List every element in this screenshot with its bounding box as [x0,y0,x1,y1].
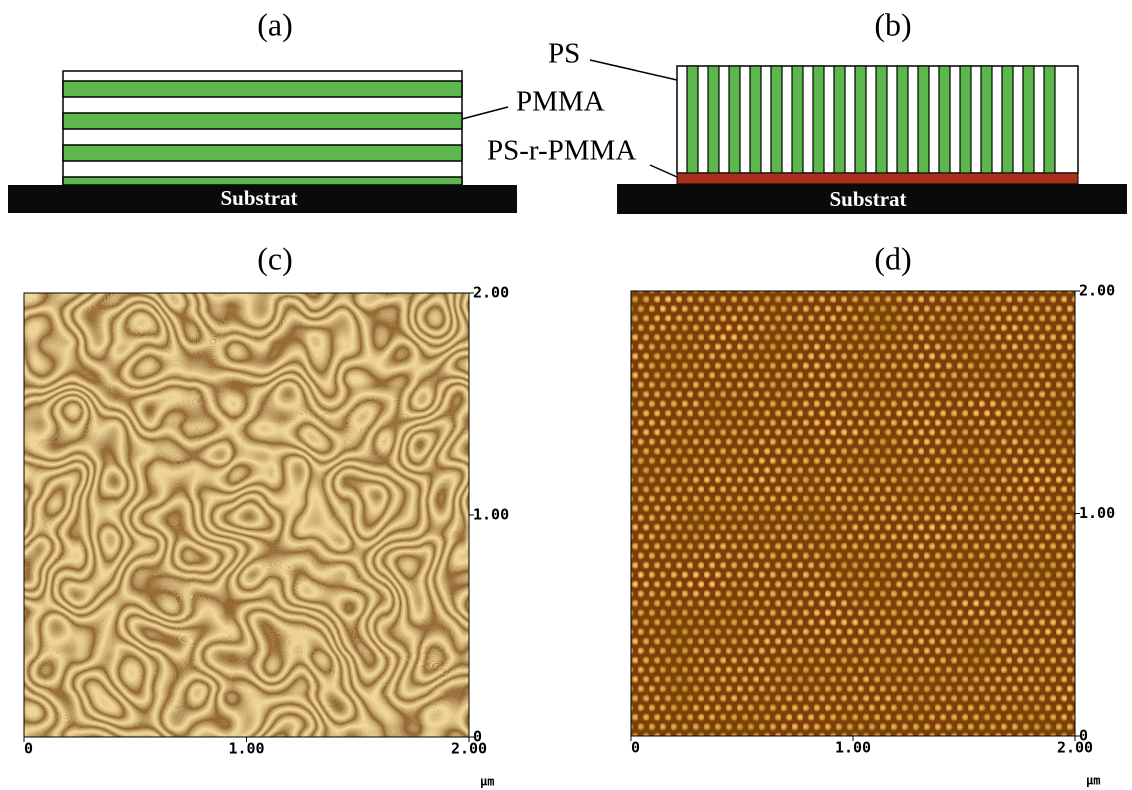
cylinder [728,65,741,174]
y-tick-label: 1.00 [1079,504,1115,522]
afm-noise [631,291,1075,736]
brush-layer [676,172,1079,185]
substrate [8,185,517,213]
leader-line [461,106,509,120]
cylinder [980,65,993,174]
cylinder [896,65,909,174]
y-tick-label: 0 [1079,727,1088,745]
unit-label: µm [480,775,494,789]
cylinder [854,65,867,174]
panel-label: (a) [257,6,293,42]
cylinder [1043,65,1056,174]
cylinder [791,65,804,174]
layer-label: PMMA [516,86,605,118]
cylinder [707,65,720,174]
x-tick-label: 0 [631,739,640,757]
cylinder [917,65,930,174]
unit-label: µm [1086,774,1100,788]
cylinder [833,65,846,174]
cylinder [959,65,972,174]
y-tick-label: 0 [473,728,482,746]
leader-line [649,164,678,178]
cylinder [938,65,951,174]
y-tick-label: 2.00 [1079,282,1115,300]
cylinder [1022,65,1035,174]
y-tick-label: 2.00 [473,284,509,302]
cylinder [1001,65,1014,174]
afm-image [24,293,469,737]
cylinder [686,65,699,174]
x-tick-label: 2.00 [1057,739,1093,757]
layer-label: PS [548,38,580,70]
x-tick-label: 0 [24,740,33,758]
cylinder [770,65,783,174]
cylinder [812,65,825,174]
cylinder [875,65,888,174]
panel-label: (c) [257,240,293,276]
cylinder [749,65,762,174]
y-tick-label: 1.00 [473,506,509,524]
x-tick-label: 1.00 [835,739,871,757]
leader-line [589,59,678,81]
layer-label: PS-r-PMMA [487,135,636,167]
x-tick-label: 1.00 [228,740,264,758]
substrate-label: Substrat [829,187,906,211]
substrate [617,184,1127,214]
panel-label: (d) [874,240,911,276]
x-tick-label: 2.00 [451,740,487,758]
substrate-label: Substrat [220,186,297,210]
lamellae-stack [62,70,463,186]
panel-label: (b) [874,6,911,42]
cylinder-stack [676,65,1079,174]
